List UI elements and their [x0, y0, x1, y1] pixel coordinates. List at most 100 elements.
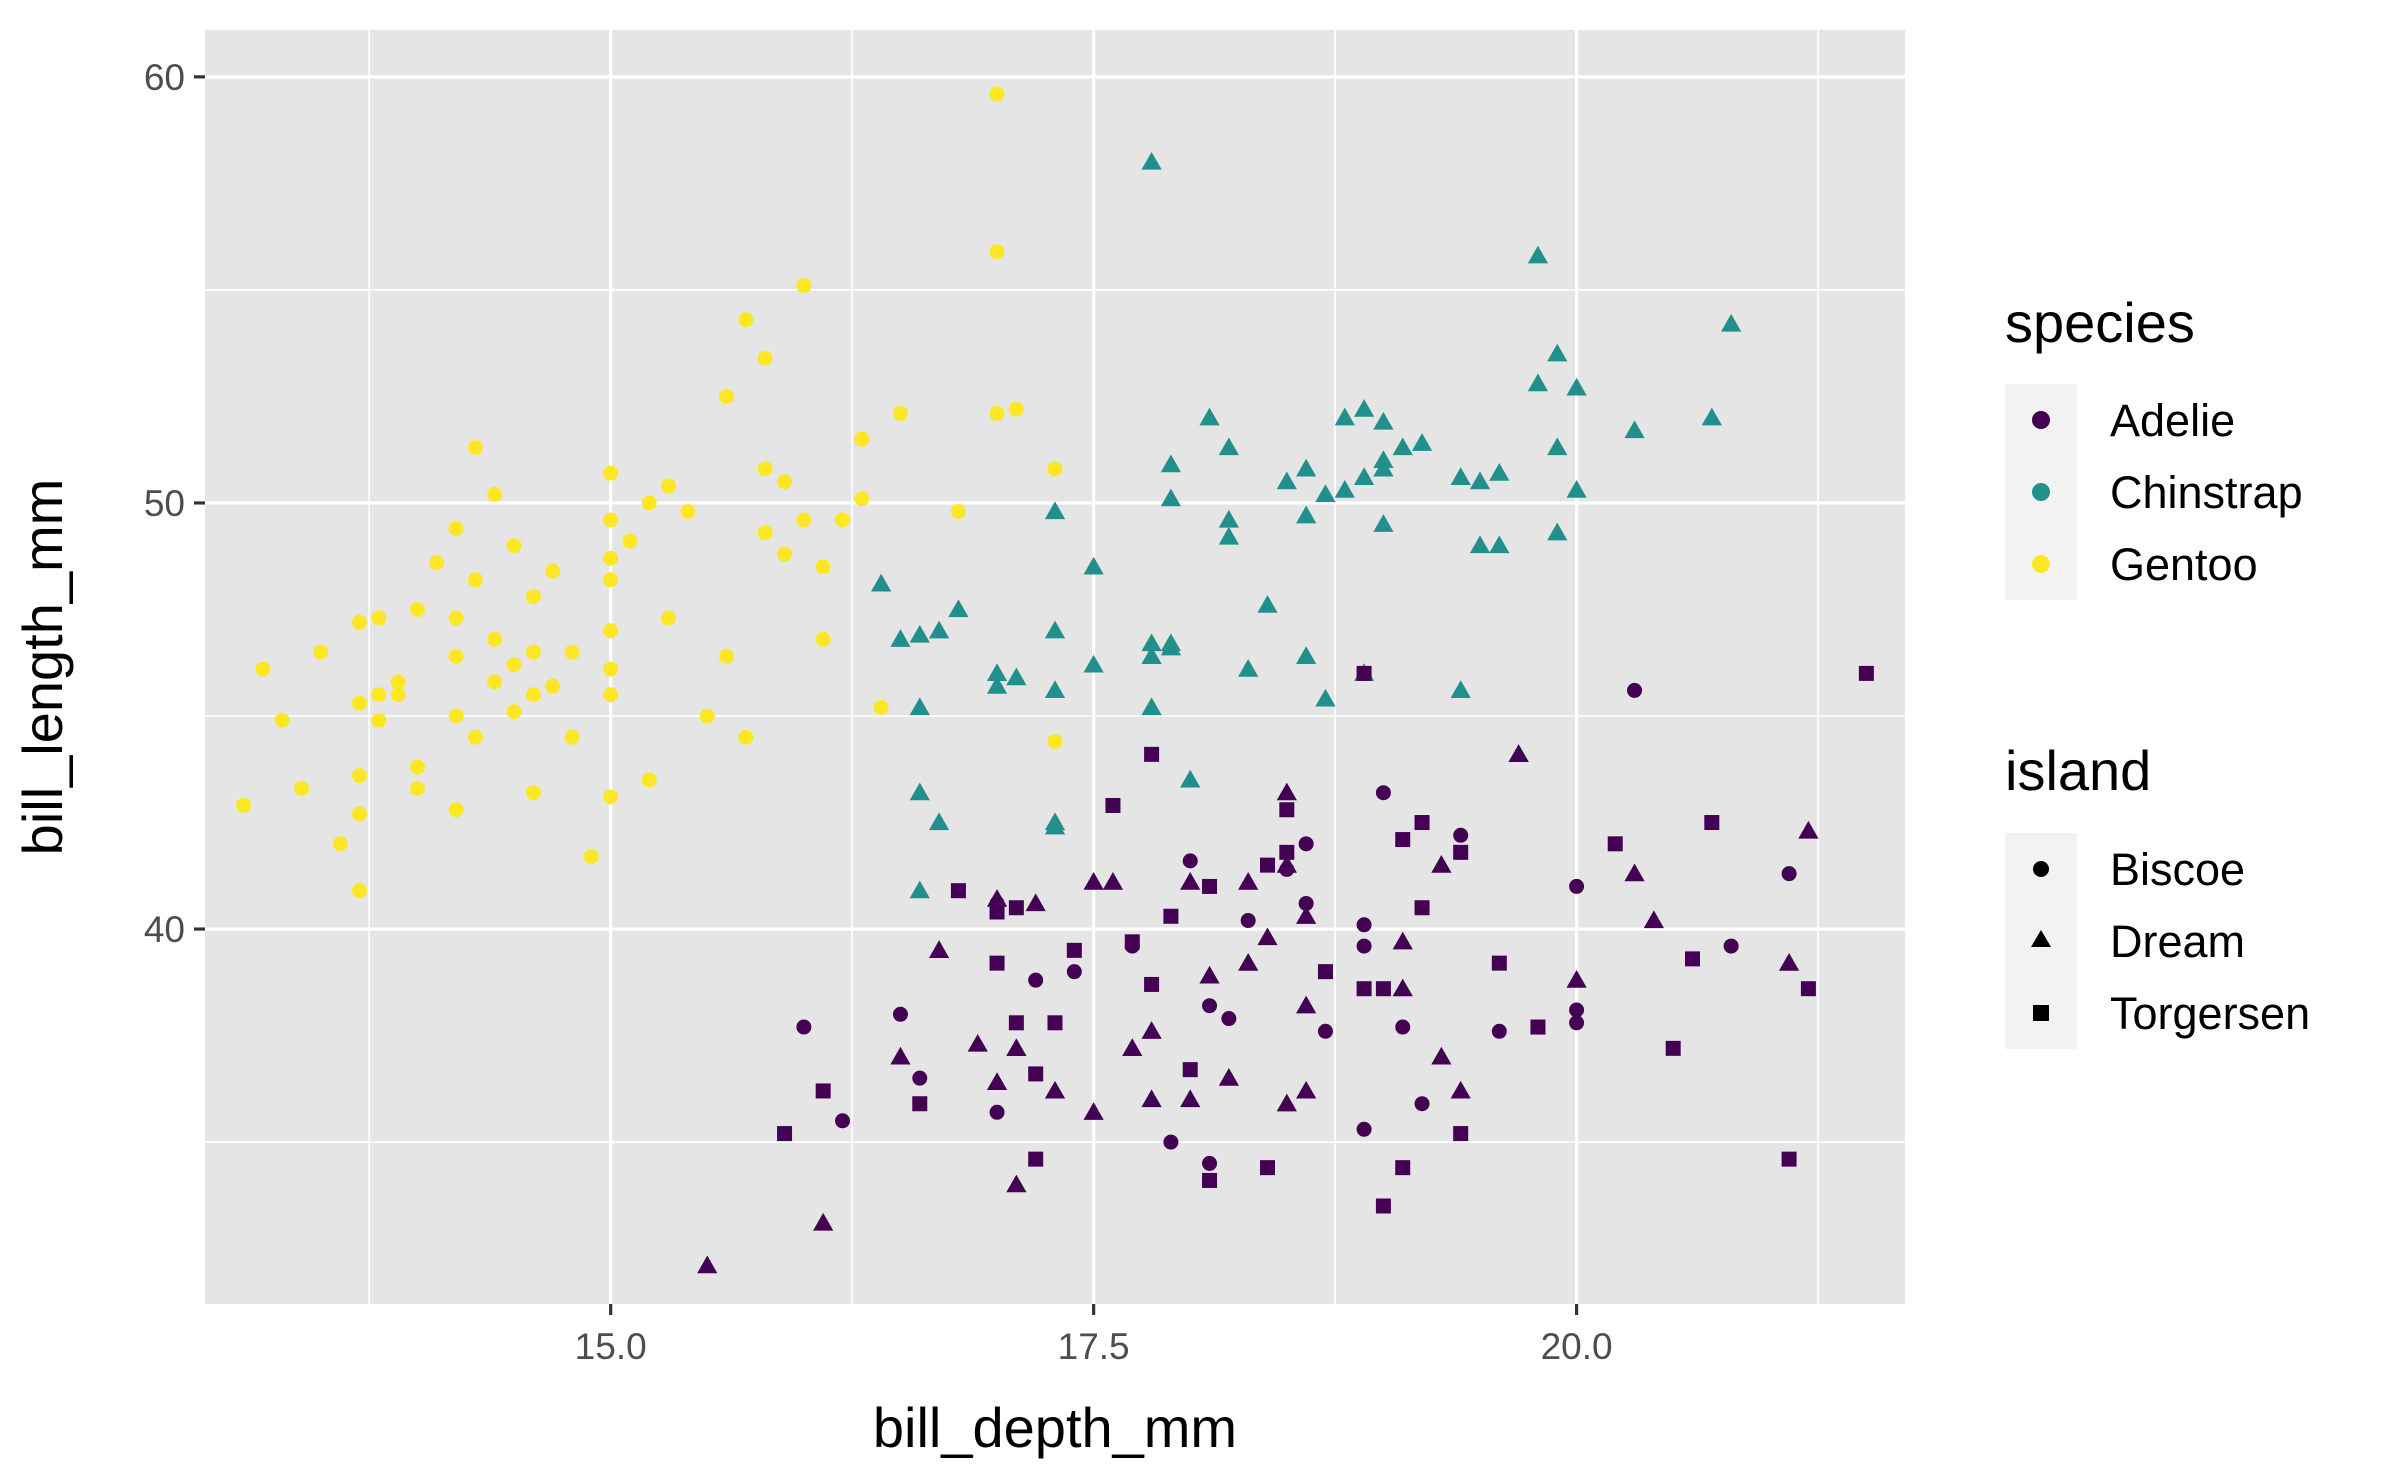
- adelie-torgersen-point: [912, 1096, 928, 1112]
- chinstrap-dream-point: [1450, 680, 1471, 699]
- gentoo-biscoe-point: [641, 495, 657, 511]
- chinstrap-dream-point: [1141, 633, 1162, 652]
- chinstrap-dream-point: [948, 599, 969, 618]
- adelie-biscoe-point: [1066, 964, 1082, 980]
- adelie-dream-point: [1044, 1080, 1066, 1099]
- adelie-dream-point: [1798, 820, 1819, 839]
- chinstrap-dream-point: [1624, 420, 1645, 439]
- gentoo-biscoe-point: [738, 312, 754, 328]
- x-axis-title: bill_depth_mm: [873, 1396, 1237, 1459]
- legend-key-biscoe: [2033, 861, 2049, 877]
- gentoo-biscoe-point: [390, 687, 406, 703]
- chinstrap-dream-point: [1373, 458, 1394, 477]
- adelie-torgersen-point: [1453, 1126, 1469, 1142]
- adelie-torgersen-point: [1144, 976, 1160, 992]
- adelie-torgersen-point: [1028, 1151, 1044, 1167]
- adelie-biscoe-point: [1375, 785, 1391, 801]
- chinstrap-dream-point: [1489, 535, 1510, 554]
- adelie-torgersen-point: [1317, 964, 1333, 980]
- gentoo-biscoe-point: [506, 657, 522, 673]
- adelie-dream-point: [697, 1255, 718, 1274]
- gentoo-biscoe-point: [236, 797, 252, 813]
- chinstrap-dream-point: [1044, 680, 1066, 699]
- gentoo-biscoe-point: [1047, 734, 1063, 750]
- adelie-dream-point: [1199, 965, 1220, 984]
- data-points: [236, 86, 1874, 1274]
- chinstrap-dream-point: [1180, 769, 1201, 788]
- adelie-dream-point: [1141, 1089, 1162, 1108]
- chinstrap-dream-point: [1392, 437, 1413, 456]
- adelie-torgersen-point: [1530, 1019, 1546, 1035]
- chinstrap-dream-point: [1566, 480, 1587, 498]
- legend-key-chinstrap: [2032, 483, 2050, 501]
- adelie-torgersen-point: [1066, 942, 1082, 958]
- adelie-dream-point: [1431, 1046, 1452, 1065]
- adelie-torgersen-point: [1260, 857, 1275, 873]
- adelie-torgersen-point: [1685, 951, 1700, 967]
- gentoo-biscoe-point: [410, 601, 425, 617]
- gentoo-biscoe-point: [873, 699, 889, 715]
- chinstrap-dream-point: [928, 620, 950, 639]
- gentoo-biscoe-point: [699, 708, 715, 724]
- chinstrap-dream-point: [1296, 458, 1317, 477]
- chinstrap-dream-point: [1218, 509, 1239, 528]
- adelie-dream-point: [1180, 1089, 1201, 1108]
- chinstrap-dream-point: [1450, 467, 1471, 485]
- adelie-dream-point: [1624, 863, 1645, 882]
- chinstrap-dream-point: [1160, 454, 1182, 473]
- chinstrap-dream-point: [1141, 646, 1162, 664]
- adelie-biscoe-point: [1202, 1155, 1218, 1171]
- adelie-biscoe-point: [796, 1019, 812, 1035]
- plot-panel: [205, 30, 1905, 1304]
- gentoo-biscoe-point: [719, 388, 735, 404]
- adelie-biscoe-point: [1317, 1023, 1333, 1039]
- adelie-dream-point: [1025, 893, 1046, 912]
- gentoo-biscoe-point: [661, 478, 677, 494]
- chinstrap-dream-point: [1141, 151, 1162, 170]
- chinstrap-dream-point: [1218, 437, 1239, 456]
- adelie-dream-point: [1180, 872, 1201, 890]
- gentoo-biscoe-point: [854, 431, 870, 447]
- axes: 15.0 17.5 20.0 40 50 60: [144, 57, 1613, 1367]
- adelie-torgersen-point: [1260, 1160, 1275, 1176]
- gentoo-biscoe-point: [352, 614, 368, 630]
- adelie-torgersen-point: [1202, 1172, 1218, 1188]
- adelie-torgersen-point: [1800, 981, 1816, 997]
- gentoo-biscoe-point: [448, 610, 464, 626]
- adelie-torgersen-point: [1781, 1151, 1797, 1167]
- adelie-dream-point: [1643, 910, 1664, 929]
- chinstrap-dream-point: [909, 624, 930, 643]
- adelie-biscoe-point: [1491, 1023, 1507, 1039]
- adelie-torgersen-point: [1008, 900, 1024, 916]
- chinstrap-dream-point: [1334, 480, 1355, 498]
- chinstrap-dream-point: [1044, 501, 1066, 520]
- legend-key-torgersen: [2033, 1005, 2049, 1021]
- legend-key-adelie: [2032, 411, 2050, 429]
- chinstrap-dream-point: [1527, 245, 1549, 264]
- chinstrap-dream-point: [1006, 667, 1027, 686]
- chinstrap-dream-point: [1566, 377, 1587, 396]
- gentoo-biscoe-point: [989, 405, 1005, 421]
- legend-label-gentoo: Gentoo: [2110, 539, 2258, 590]
- gentoo-biscoe-point: [757, 350, 773, 366]
- chinstrap-dream-point: [909, 782, 930, 801]
- gentoo-biscoe-point: [352, 695, 368, 711]
- adelie-torgersen-point: [1414, 900, 1430, 916]
- legend-key-dream: [2031, 930, 2051, 947]
- adelie-torgersen-point: [1704, 815, 1720, 831]
- gentoo-biscoe-point: [255, 661, 271, 677]
- adelie-biscoe-point: [1221, 1011, 1237, 1027]
- chinstrap-dream-point: [1296, 505, 1317, 524]
- gentoo-biscoe-point: [448, 802, 464, 818]
- adelie-torgersen-point: [1395, 1160, 1411, 1176]
- gentoo-biscoe-point: [410, 759, 425, 775]
- gentoo-biscoe-point: [448, 648, 464, 664]
- adelie-torgersen-point: [1279, 802, 1295, 818]
- legend-island-title: island: [2005, 739, 2151, 802]
- adelie-biscoe-point: [1569, 878, 1585, 894]
- adelie-biscoe-point: [1240, 913, 1256, 929]
- gentoo-biscoe-point: [294, 780, 310, 796]
- gentoo-biscoe-point: [448, 708, 464, 724]
- gentoo-biscoe-point: [371, 610, 387, 626]
